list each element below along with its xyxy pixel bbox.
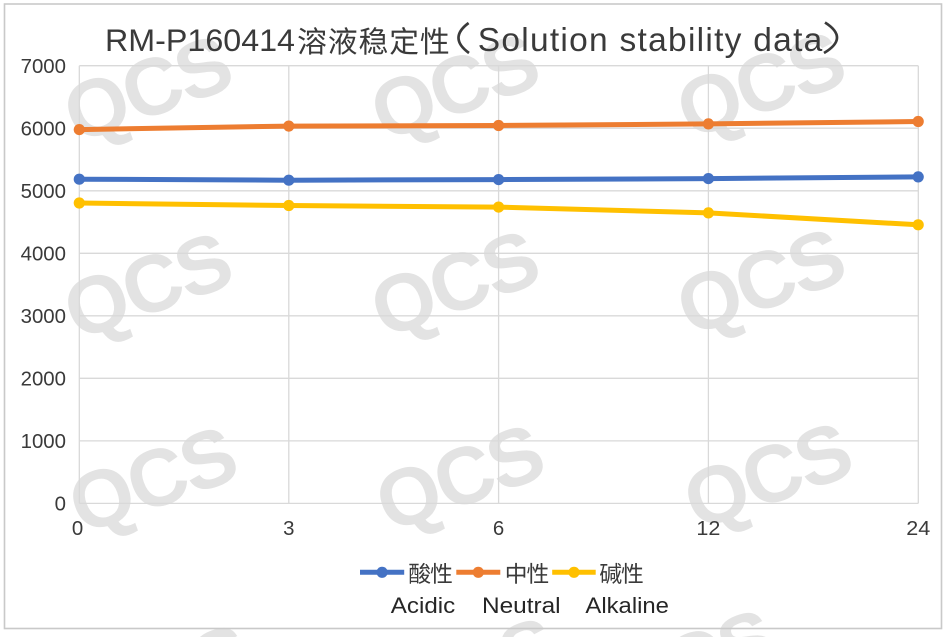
svg-text:3: 3 [283, 518, 294, 540]
svg-text:7000: 7000 [21, 56, 66, 78]
svg-text:Alkaline: Alkaline [585, 593, 669, 618]
svg-text:1000: 1000 [21, 431, 66, 453]
svg-text:24: 24 [906, 518, 930, 540]
svg-text:Solution stability data: Solution stability data [478, 22, 823, 59]
svg-text:6000: 6000 [21, 119, 66, 141]
svg-text:3000: 3000 [21, 306, 66, 328]
svg-text:2000: 2000 [21, 369, 66, 391]
svg-text:4000: 4000 [21, 244, 66, 266]
svg-text:6: 6 [493, 518, 504, 540]
svg-text:Acidic: Acidic [391, 593, 455, 618]
svg-text:Neutral: Neutral [482, 593, 561, 618]
svg-text:5000: 5000 [21, 181, 66, 203]
svg-text:12: 12 [696, 518, 720, 540]
svg-text:0: 0 [55, 494, 66, 516]
svg-text:RM-P160414: RM-P160414 [105, 22, 295, 58]
svg-text:0: 0 [72, 518, 83, 540]
